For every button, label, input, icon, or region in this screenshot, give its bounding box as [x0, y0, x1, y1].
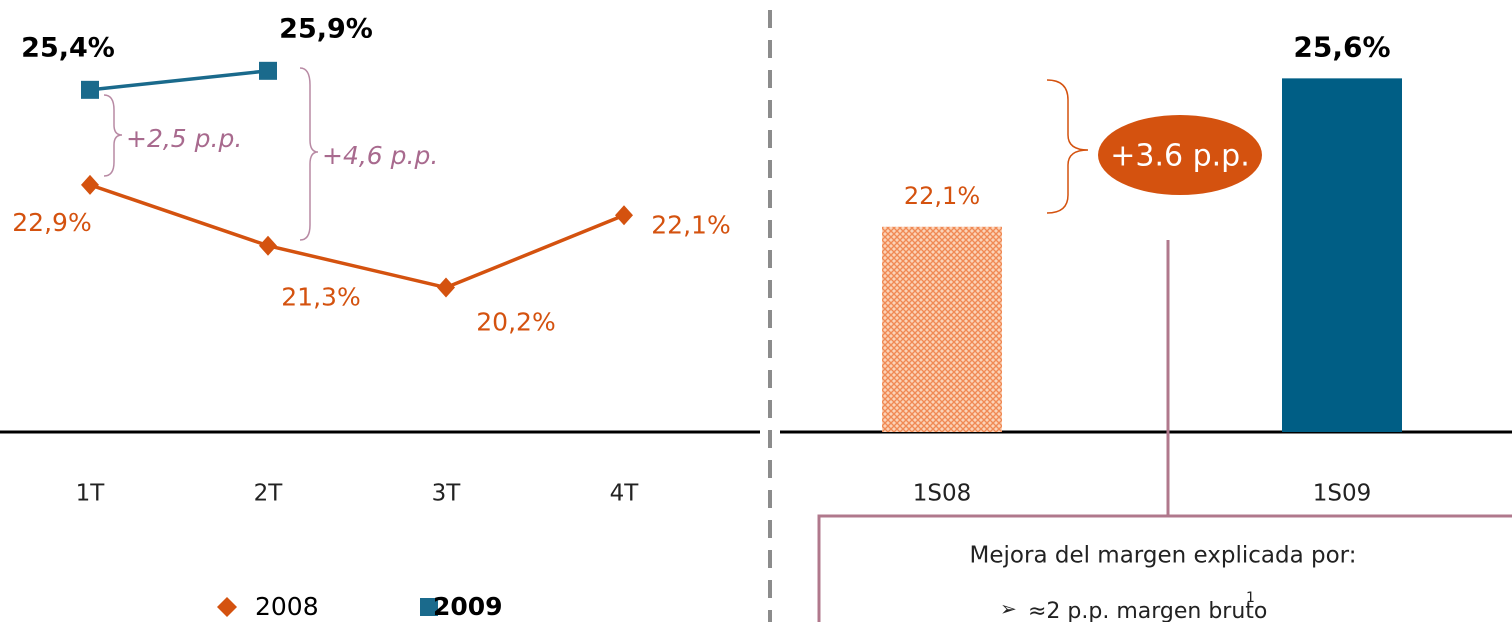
series-line — [89, 69, 269, 92]
data-label: 22,9% — [12, 208, 91, 237]
series-line — [89, 183, 625, 290]
marker — [259, 235, 277, 256]
bar — [1282, 78, 1402, 432]
marker — [81, 174, 99, 195]
x-tick-label: 1S08 — [913, 481, 972, 507]
bracket — [1046, 79, 1089, 214]
legend-marker — [420, 598, 438, 616]
data-label: 21,3% — [281, 283, 360, 312]
bar — [882, 226, 1002, 432]
note-title: Mejora del margen explicada por: — [970, 543, 1357, 569]
x-tick-label: 4T — [610, 481, 640, 507]
marker — [437, 277, 455, 298]
data-label: 22,1% — [904, 182, 980, 210]
badge — [1098, 115, 1262, 195]
marker — [259, 61, 277, 80]
bracket — [103, 94, 123, 177]
data-label: 20,2% — [476, 308, 555, 337]
footnote-mark: 1 — [1246, 590, 1255, 606]
bullet: ➢ — [1000, 597, 1017, 621]
x-tick-label: 2T — [254, 481, 284, 507]
data-label: 25,4% — [21, 32, 115, 63]
annotation: +2,5 p.p. — [126, 124, 242, 153]
legend-label: 2009 — [433, 592, 503, 621]
legend-marker — [217, 597, 237, 617]
annotation: +3.6 p.p. — [1110, 139, 1250, 174]
data-label: 25,6% — [1293, 30, 1390, 63]
legend-label: 2008 — [255, 592, 319, 621]
note-box — [817, 514, 1512, 622]
bracket — [299, 67, 319, 241]
data-label: 25,9% — [279, 13, 373, 44]
x-tick-label: 1T — [76, 481, 106, 507]
x-tick-label: 1S09 — [1313, 481, 1372, 507]
marker — [615, 205, 633, 226]
annotation: +4,6 p.p. — [322, 141, 438, 170]
data-label: 22,1% — [651, 210, 730, 239]
note-item: ≈2 p.p. margen bruto — [1028, 599, 1267, 622]
marker — [81, 80, 99, 99]
x-tick-label: 3T — [432, 481, 462, 507]
